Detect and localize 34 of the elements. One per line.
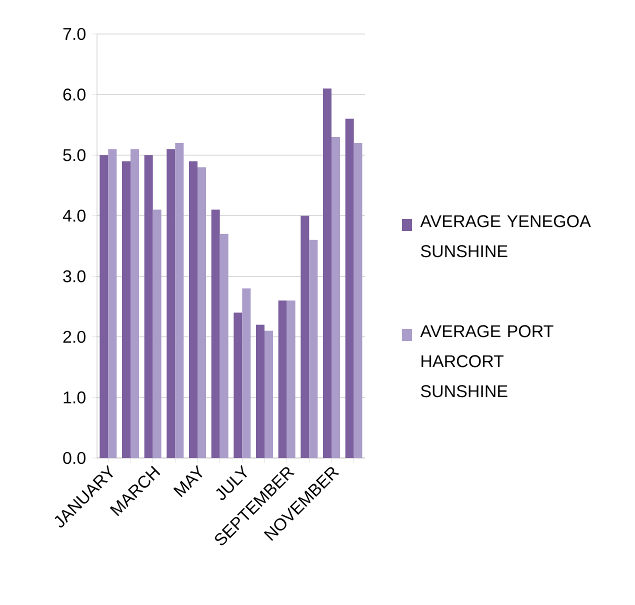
y-tick-label: 3.0 <box>63 270 86 282</box>
bar <box>278 300 287 458</box>
y-tick-label: 2.0 <box>63 330 86 343</box>
bar <box>256 324 264 458</box>
bar <box>354 143 362 458</box>
y-tick-label: 4.0 <box>62 210 86 222</box>
y-tick-label: 0.0 <box>63 452 86 464</box>
bar <box>122 161 131 458</box>
bar <box>345 118 354 458</box>
bar <box>144 155 153 458</box>
bar <box>108 149 117 458</box>
bar <box>234 312 242 458</box>
bar <box>198 167 206 458</box>
bar <box>323 88 332 458</box>
bar <box>309 240 318 458</box>
bar <box>211 210 220 458</box>
bar <box>189 161 198 458</box>
bar <box>264 330 273 458</box>
bar <box>175 143 184 458</box>
bar <box>130 149 140 458</box>
bar <box>286 300 296 458</box>
bar <box>220 234 228 458</box>
y-tick-label: 1.0 <box>64 391 86 404</box>
y-tick-label: 6.0 <box>63 88 86 101</box>
legend-label: AVERAGE PORT HARCORT SUNSHINE <box>420 325 554 398</box>
bar <box>100 155 108 458</box>
bar <box>166 149 176 458</box>
y-tick-label: 5.0 <box>63 149 86 162</box>
bar <box>242 288 251 458</box>
bar <box>332 136 340 458</box>
bar <box>152 210 162 458</box>
bar <box>300 216 310 458</box>
legend-label: AVERAGE YENEGOA SUNSHINE <box>420 215 591 258</box>
y-tick-label: 7.0 <box>63 28 86 40</box>
